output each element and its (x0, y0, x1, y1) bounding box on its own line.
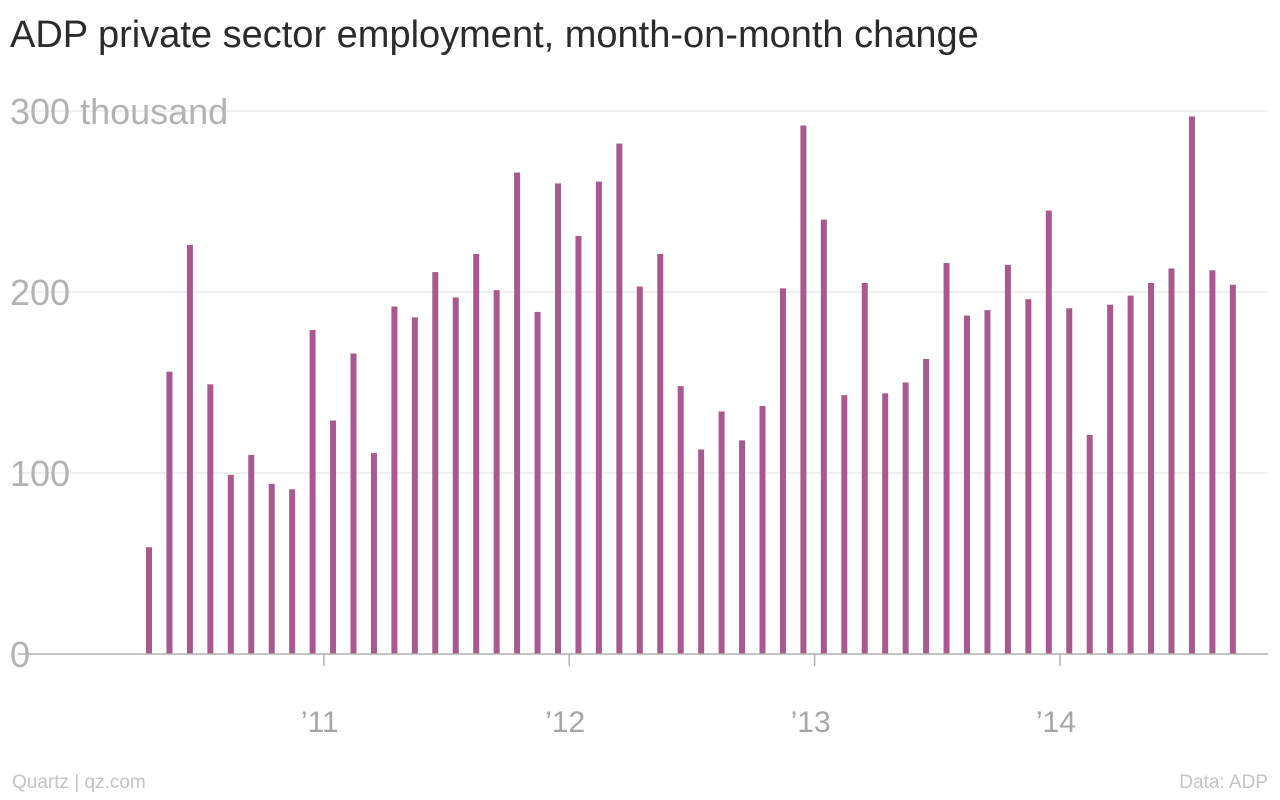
bar-2013-12 (1045, 210, 1052, 655)
bar-2013-01 (820, 219, 827, 654)
bar-2012-09 (739, 440, 746, 654)
bar-2011-01 (330, 420, 337, 654)
bar-2012-01 (575, 235, 582, 654)
bar-2012-12 (800, 125, 807, 655)
chart-title: ADP private sector employment, month-on-… (10, 14, 979, 56)
bar-2010-11 (289, 489, 296, 654)
bar-2012-08 (718, 411, 725, 654)
x-tick-label: ’13 (791, 706, 831, 739)
bar-2011-10 (514, 172, 521, 655)
bar-2014-02 (1086, 434, 1093, 654)
bar-2010-05 (166, 371, 173, 654)
bar-2012-06 (677, 386, 684, 654)
bar-2011-04 (391, 306, 398, 654)
bar-2012-10 (759, 406, 766, 654)
bar-2012-04 (636, 286, 643, 654)
bar-2011-07 (452, 297, 459, 654)
bar-2013-04 (882, 393, 889, 654)
bar-2012-03 (616, 143, 623, 654)
y-tick-label: 200 (10, 272, 70, 313)
bar-2013-08 (964, 315, 970, 654)
bar-2013-03 (861, 282, 868, 654)
bar-2012-07 (698, 449, 705, 654)
bar-2013-11 (1025, 299, 1032, 654)
x-tick-label: ’14 (1036, 706, 1076, 739)
bar-2014-08 (1209, 270, 1216, 654)
bar-2011-03 (370, 453, 377, 654)
bars (146, 116, 1236, 655)
bar-2010-04 (146, 547, 152, 654)
bar-2014-07 (1188, 116, 1195, 655)
bar-2011-09 (493, 290, 500, 654)
x-tick-label: ’12 (545, 706, 585, 739)
bar-2010-06 (186, 244, 193, 654)
bar-2014-09 (1229, 284, 1236, 654)
bar-2013-07 (943, 263, 950, 654)
bar-2010-08 (227, 474, 234, 654)
bar-2014-06 (1168, 268, 1175, 654)
y-tick-label: 300 thousand (10, 91, 228, 132)
bar-2010-09 (248, 454, 255, 654)
bar-2013-05 (902, 382, 909, 654)
data-credit: Data: ADP (1179, 772, 1268, 793)
bar-2012-11 (779, 288, 786, 654)
bar-2010-07 (207, 384, 214, 654)
x-axis-ticks: ’11 ’12 ’13 ’14 (301, 654, 1076, 739)
bar-2013-10 (1004, 264, 1011, 654)
bar-2012-02 (595, 181, 602, 654)
bar-2013-02 (841, 395, 848, 654)
bar-2012-05 (657, 253, 664, 655)
bar-2013-09 (984, 310, 991, 654)
bar-2014-04 (1127, 295, 1134, 654)
bar-2014-01 (1066, 308, 1073, 654)
bar-2014-05 (1148, 282, 1155, 654)
source-credit: Quartz | qz.com (12, 772, 146, 793)
gridlines (18, 110, 1268, 474)
y-tick-label: 100 (10, 453, 70, 494)
bar-2011-02 (350, 353, 357, 654)
bar-2011-11 (534, 311, 541, 654)
x-tick-label: ’11 (301, 706, 339, 739)
bar-2010-10 (268, 483, 275, 654)
bar-2011-05 (411, 317, 418, 654)
bar-2013-06 (923, 358, 930, 654)
bar-2010-12 (309, 330, 316, 654)
bar-2011-08 (473, 253, 480, 655)
bar-2011-12 (555, 183, 561, 654)
bar-2011-06 (432, 272, 439, 654)
bar-2014-03 (1107, 304, 1114, 654)
